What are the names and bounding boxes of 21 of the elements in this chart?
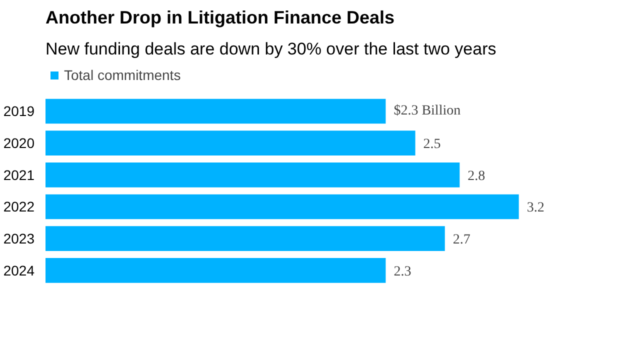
y-tick-label: 2021 [3,166,35,183]
y-tick-label: 2022 [3,198,35,215]
y-tick-label: 2019 [3,103,35,120]
data-label: $2.3 Billion [394,104,461,119]
chart-title: Another Drop in Litigation Finance Deals [46,8,395,28]
legend-label: Total commitments [64,67,181,83]
bar [46,194,519,220]
data-label: 2.7 [452,232,470,248]
y-tick-label: 2023 [3,230,35,247]
bar [46,162,460,188]
data-label: 2.5 [423,137,441,152]
data-label: 2.8 [468,168,486,184]
bar [46,98,386,124]
data-label: 2.3 [394,264,412,280]
bar [46,130,416,156]
data-label: 3.2 [526,200,544,216]
bar [46,258,386,283]
chart-subtitle: New funding deals are down by 30% over the last two years [46,40,496,58]
bar [46,226,445,251]
y-tick-label: 2020 [3,135,35,152]
y-tick-label: 2024 [3,262,35,278]
